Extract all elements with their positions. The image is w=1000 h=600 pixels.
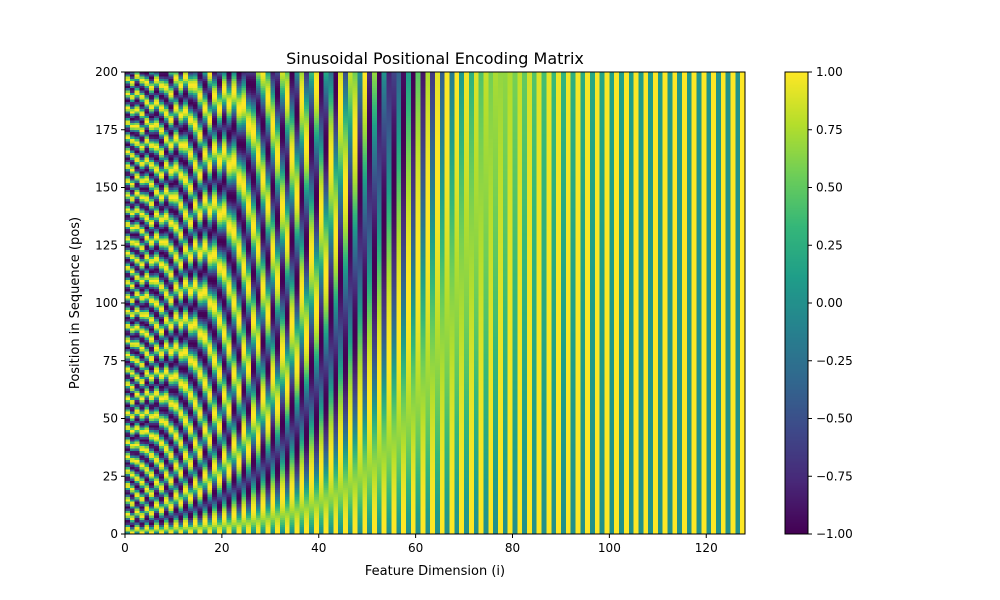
- y-tick-label: 75: [103, 354, 118, 368]
- x-tick-label: 100: [598, 541, 621, 555]
- colorbar-tick-label: −0.75: [816, 469, 853, 483]
- y-tick-label: 100: [95, 296, 118, 310]
- colorbar-tick-label: 1.00: [816, 65, 843, 79]
- x-tick-label: 120: [695, 541, 718, 555]
- y-tick-label: 175: [95, 123, 118, 137]
- colorbar-tick-label: 0.00: [816, 296, 843, 310]
- y-tick-label: 25: [103, 469, 118, 483]
- x-axis-label: Feature Dimension (i): [365, 564, 505, 579]
- colorbar-tick-label: −1.00: [816, 527, 853, 541]
- colorbar-ticks: 1.00 0.75 0.50 0.25 0.00 −0.25 −0.50 −0.75 −1.00: [808, 65, 853, 541]
- y-tick-label: 125: [95, 238, 118, 252]
- x-tick-label: 80: [505, 541, 520, 555]
- y-tick-label: 0: [110, 527, 118, 541]
- colorbar-frame: [784, 71, 809, 535]
- y-axis-ticks: 0 25 50 75 100 125 150 175 200: [95, 65, 125, 541]
- x-tick-label: 40: [311, 541, 326, 555]
- y-tick-label: 200: [95, 65, 118, 79]
- colorbar-tick-label: 0.50: [816, 181, 843, 195]
- x-tick-label: 60: [408, 541, 423, 555]
- colorbar-gradient: [785, 72, 808, 534]
- x-axis-ticks: 0 20 40 60 80 100 120: [121, 534, 718, 555]
- x-tick-label: 20: [214, 541, 229, 555]
- colorbar-tick-label: −0.50: [816, 412, 853, 426]
- colorbar-tick-label: 0.75: [816, 123, 843, 137]
- x-tick-label: 0: [121, 541, 129, 555]
- y-axis-label: Position in Sequence (pos): [68, 217, 83, 389]
- heatmap-image: [125, 72, 745, 534]
- y-tick-label: 50: [103, 412, 118, 426]
- colorbar-tick-label: −0.25: [816, 354, 853, 368]
- colorbar-tick-label: 0.25: [816, 238, 843, 252]
- plot-frame: [124, 71, 746, 535]
- y-tick-label: 150: [95, 181, 118, 195]
- chart-title: Sinusoidal Positional Encoding Matrix: [286, 49, 584, 68]
